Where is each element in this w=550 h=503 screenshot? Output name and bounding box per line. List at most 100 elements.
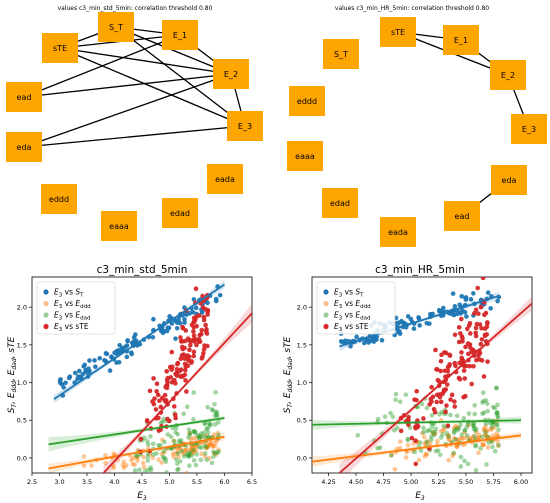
node-label: E_3 (522, 125, 536, 134)
data-point (193, 448, 199, 453)
data-point (393, 391, 399, 397)
data-point (174, 445, 180, 450)
data-point (151, 316, 156, 322)
node-S_T: S_T (323, 39, 359, 69)
data-point (189, 360, 194, 365)
data-point (204, 444, 209, 450)
data-point (129, 457, 134, 463)
data-point (173, 381, 178, 386)
data-point (467, 342, 473, 347)
data-point (145, 458, 151, 463)
data-point (165, 416, 170, 422)
data-point (186, 451, 192, 456)
legend-item: E3 vs Eddd (43, 299, 91, 310)
data-point (137, 467, 142, 473)
data-point (156, 457, 161, 463)
data-point (183, 447, 188, 453)
node-label: sTE (53, 44, 67, 53)
data-point (479, 325, 484, 331)
regression-line-2 (48, 417, 225, 446)
data-point (487, 420, 493, 426)
legend-item: E3 vs Eddd (323, 299, 371, 310)
data-point (174, 366, 180, 372)
data-point (464, 326, 470, 332)
data-point (461, 416, 467, 421)
data-point (185, 483, 190, 488)
y-tick-label: 2.0 (17, 304, 27, 312)
data-point (173, 457, 179, 462)
data-point (191, 417, 196, 422)
data-point (150, 334, 156, 340)
data-point (461, 394, 466, 400)
data-point (170, 364, 175, 370)
node-sTE: sTE (380, 17, 416, 47)
data-point (202, 454, 208, 459)
legend-item: E3 vs ST (323, 288, 364, 299)
data-point (491, 425, 497, 430)
data-point (495, 415, 501, 420)
data-point (471, 291, 476, 296)
data-point (184, 389, 189, 394)
data-point (148, 467, 154, 473)
data-point (470, 348, 476, 354)
data-point (406, 414, 411, 420)
edge-eda-E_2 (23, 73, 232, 148)
data-point (163, 456, 168, 462)
data-point (141, 455, 146, 460)
data-point (494, 431, 500, 436)
data-point (189, 445, 194, 451)
data-point (175, 361, 180, 367)
data-point (125, 338, 130, 344)
data-point (445, 368, 451, 374)
plot-frame (311, 276, 533, 474)
data-point (471, 424, 476, 429)
data-point (494, 385, 499, 391)
data-point (429, 413, 435, 418)
data-point (202, 421, 207, 427)
node-label: E_3 (238, 122, 252, 131)
data-point (451, 430, 457, 436)
data-point (187, 431, 192, 436)
data-point (178, 437, 184, 443)
data-point (170, 451, 176, 457)
data-point (375, 416, 381, 422)
data-point (211, 454, 216, 460)
data-point (171, 446, 176, 451)
data-point (183, 378, 188, 383)
data-point (145, 454, 151, 459)
data-point (183, 328, 189, 333)
data-point (433, 426, 439, 432)
data-point (204, 457, 210, 462)
data-point (494, 410, 499, 416)
x-tick-label: 3.5 (82, 478, 92, 486)
data-point (456, 425, 462, 431)
data-point (199, 327, 205, 333)
data-point (434, 367, 440, 372)
data-point (481, 374, 487, 379)
data-point (473, 443, 479, 448)
regression-line-3 (338, 302, 532, 473)
data-point (478, 446, 483, 451)
legend-marker (323, 323, 329, 330)
data-point (424, 405, 430, 411)
data-point (452, 304, 458, 309)
data-point (430, 431, 436, 437)
data-point (476, 450, 481, 456)
data-point (173, 336, 178, 341)
data-point (480, 400, 485, 405)
data-point (447, 352, 452, 358)
data-point (422, 453, 428, 459)
data-point (192, 428, 197, 434)
node-box (6, 82, 42, 112)
data-point (174, 445, 180, 451)
scatter-chart-hr: c3_min_HR_5min 4.25 4.50 4.75 5.00 5.25 5.50 5… (283, 264, 533, 502)
data-point (440, 432, 445, 437)
data-point (188, 447, 193, 453)
data-point (444, 403, 449, 408)
data-point (412, 397, 417, 402)
data-point (103, 452, 108, 458)
data-point (460, 436, 465, 441)
data-point (147, 388, 153, 394)
data-point (454, 444, 460, 449)
data-point (205, 425, 211, 431)
